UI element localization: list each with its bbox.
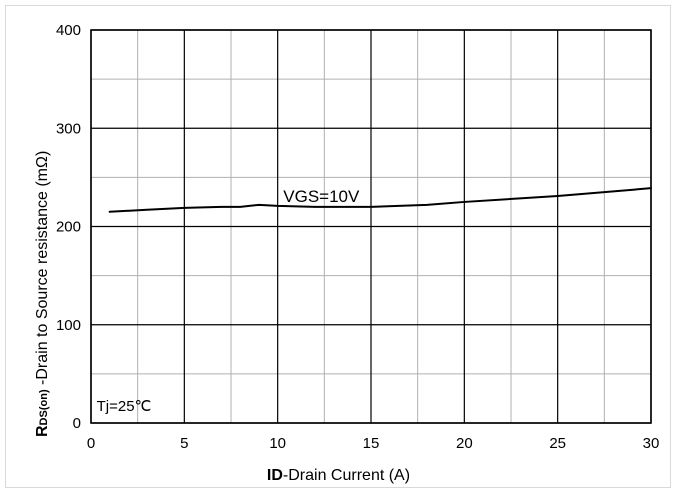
x-tick-label: 20 <box>456 435 473 452</box>
y-axis-label-subscript: DS(on) <box>38 389 50 426</box>
series-layer <box>108 187 652 213</box>
annotations: VGS=10V Tj=25℃ <box>97 187 360 415</box>
x-tick-label: 10 <box>269 435 286 452</box>
y-tick-label: 300 <box>56 120 81 137</box>
x-tick-label: 5 <box>180 435 188 452</box>
x-tick-label: 15 <box>363 435 380 452</box>
chart-frame <box>5 5 671 488</box>
major-gridlines <box>90 29 652 424</box>
series-line-vgs-10v <box>108 187 652 213</box>
x-axis-label-bold: ID <box>266 467 283 484</box>
x-tick-label: 25 <box>549 435 566 452</box>
x-axis-label-text: -Drain Current (A) <box>282 467 411 484</box>
series-annotation-label: VGS=10V <box>283 187 360 206</box>
y-tick-label: 0 <box>73 415 81 432</box>
plot-area-border <box>90 29 652 424</box>
x-tick-label: 0 <box>87 435 95 452</box>
y-axis-label-prefix: R <box>34 425 51 437</box>
temperature-annotation-label: Tj=25℃ <box>97 398 152 415</box>
y-tick-label: 100 <box>56 317 81 334</box>
y-axis-label: RDS(on) -Drain to Source resistance (mΩ) <box>34 17 58 437</box>
y-tick-label: 400 <box>56 22 81 39</box>
x-axis-label: ID-Drain Current (A) <box>0 467 677 485</box>
x-tick-label: 30 <box>643 435 660 452</box>
y-axis-label-text: -Drain to Source resistance (mΩ) <box>34 150 51 390</box>
y-tick-label: 200 <box>56 219 81 236</box>
